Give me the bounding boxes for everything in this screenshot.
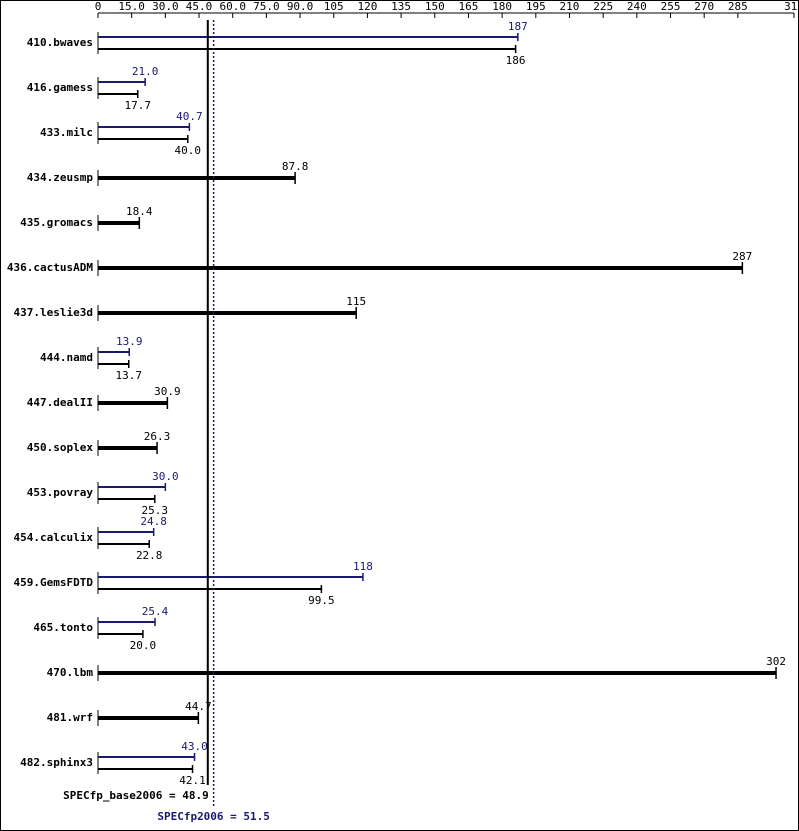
x-tick-label: 210 — [560, 0, 580, 13]
value-label: 115 — [346, 295, 366, 308]
value-label: 40.7 — [176, 110, 203, 123]
value-label: 21.0 — [132, 65, 159, 78]
x-tick-label: 90.0 — [287, 0, 314, 13]
value-label: 25.3 — [142, 504, 169, 517]
value-label: 43.0 — [181, 740, 208, 753]
category-label: 447.dealII — [27, 396, 93, 409]
value-label: 20.0 — [130, 639, 157, 652]
category-label: 450.soplex — [27, 441, 94, 454]
category-label: 444.namd — [40, 351, 93, 364]
value-label: 18.4 — [126, 205, 153, 218]
bar — [98, 446, 158, 450]
value-label: 99.5 — [308, 594, 335, 607]
x-tick-label: 105 — [324, 0, 344, 13]
x-tick-label: 255 — [661, 0, 681, 13]
category-label: 481.wrf — [47, 711, 93, 724]
bar — [98, 176, 296, 180]
x-tick-label: 30.0 — [152, 0, 179, 13]
x-tick-label: 270 — [694, 0, 714, 13]
value-label: 42.1 — [179, 774, 206, 787]
value-label: 22.8 — [136, 549, 163, 562]
category-label: 410.bwaves — [27, 36, 93, 49]
category-label: 482.sphinx3 — [20, 756, 93, 769]
x-tick-label: 135 — [391, 0, 411, 13]
x-tick-label: 0 — [95, 0, 102, 13]
category-label: 437.leslie3d — [14, 306, 93, 319]
bar — [98, 311, 357, 315]
value-label: 13.7 — [116, 369, 143, 382]
bar — [98, 401, 168, 405]
category-label: 453.povray — [27, 486, 94, 499]
category-label: 434.zeusmp — [27, 171, 94, 184]
x-tick-label: 60.0 — [219, 0, 246, 13]
value-label: 40.0 — [175, 144, 202, 157]
x-tick-label: 45.0 — [186, 0, 213, 13]
bar — [98, 671, 777, 675]
category-label: 416.gamess — [27, 81, 93, 94]
x-tick-label: 165 — [459, 0, 479, 13]
x-tick-label: 285 — [728, 0, 748, 13]
x-tick-label: 195 — [526, 0, 546, 13]
value-label: 44.7 — [185, 700, 212, 713]
value-label: 30.9 — [154, 385, 181, 398]
value-label: 13.9 — [116, 335, 143, 348]
value-label: 287 — [732, 250, 752, 263]
bar — [98, 221, 140, 225]
value-label: 30.0 — [152, 470, 179, 483]
x-tick-label: 120 — [357, 0, 377, 13]
value-label: 26.3 — [144, 430, 171, 443]
x-tick-label: 75.0 — [253, 0, 280, 13]
x-tick-label: 15.0 — [118, 0, 145, 13]
value-label: 187 — [508, 20, 528, 33]
x-tick-label: 310 — [784, 0, 799, 13]
value-label: 118 — [353, 560, 373, 573]
value-label: 302 — [766, 655, 786, 668]
category-label: 470.lbm — [47, 666, 94, 679]
x-tick-label: 150 — [425, 0, 445, 13]
category-label: 454.calculix — [14, 531, 94, 544]
x-tick-label: 225 — [593, 0, 613, 13]
reference-label: SPECfp2006 = 51.5 — [157, 810, 270, 823]
x-tick-label: 240 — [627, 0, 647, 13]
value-label: 24.8 — [140, 515, 167, 528]
bar — [98, 716, 199, 720]
value-label: 25.4 — [142, 605, 169, 618]
category-label: 436.cactusADM — [7, 261, 93, 274]
value-label: 186 — [506, 54, 526, 67]
value-label: 17.7 — [124, 99, 151, 112]
bar — [98, 266, 743, 270]
x-tick-label: 180 — [492, 0, 512, 13]
category-label: 435.gromacs — [20, 216, 93, 229]
category-label: 459.GemsFDTD — [14, 576, 94, 589]
reference-label: SPECfp_base2006 = 48.9 — [63, 789, 209, 802]
category-label: 433.milc — [40, 126, 93, 139]
value-label: 87.8 — [282, 160, 309, 173]
category-label: 465.tonto — [33, 621, 93, 634]
